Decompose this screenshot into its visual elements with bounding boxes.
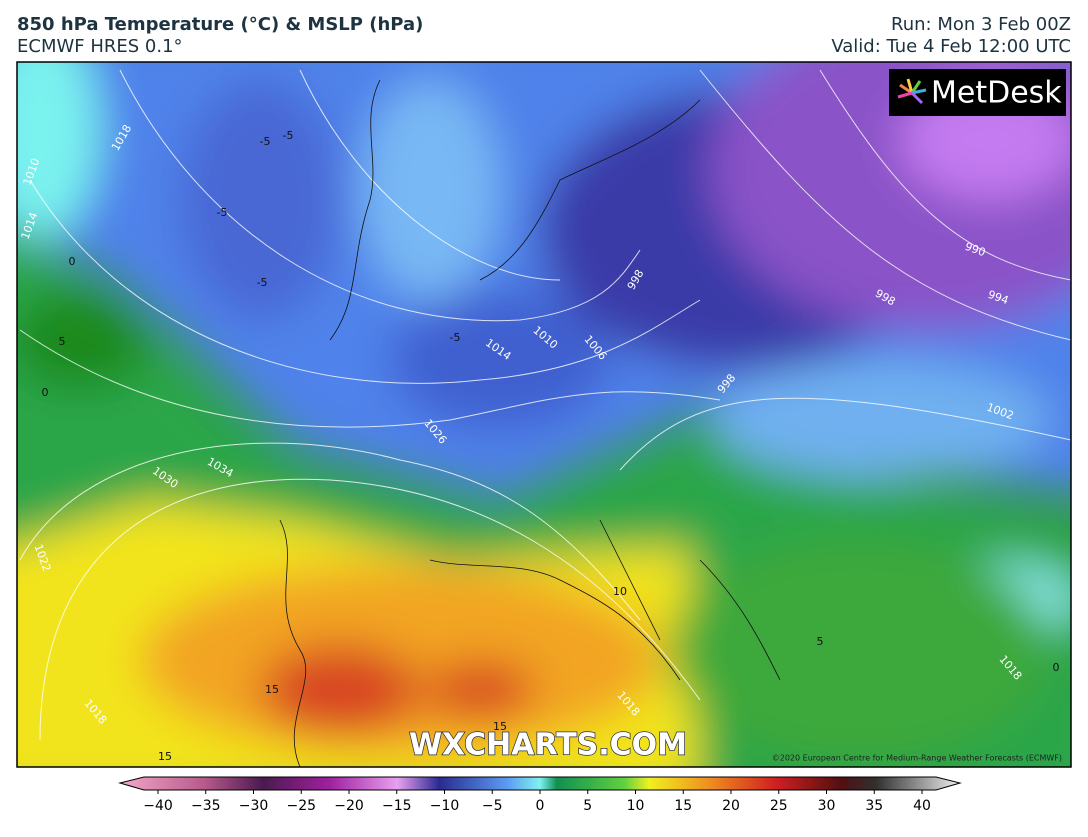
coastlines — [279, 79, 781, 767]
colorbar-tick-label: −25 — [286, 798, 316, 814]
temperature-label: 0 — [1053, 661, 1060, 674]
logo-icon — [897, 78, 927, 105]
temperature-label: 0 — [69, 255, 76, 268]
subtitle: ECMWF HRES 0.1° — [17, 36, 183, 57]
run: Run: Mon 3 Feb 00Z — [891, 14, 1071, 35]
temperature-label: 15 — [158, 750, 172, 763]
watermark: WXCHARTS.COM — [409, 728, 687, 763]
colorbar-tick-label: −40 — [143, 798, 173, 814]
logo-text: MetDesk — [931, 76, 1062, 111]
temperature-label: -5 — [217, 206, 228, 219]
colorbar-tick-label: −15 — [382, 798, 412, 814]
temperature-label: -5 — [450, 331, 461, 344]
colorbar-tick-label: 10 — [627, 798, 645, 814]
colorbar-tick-label: 20 — [722, 798, 740, 814]
colorbar-tick-label: −30 — [239, 798, 269, 814]
valid: Valid: Tue 4 Feb 12:00 UTC — [831, 36, 1071, 57]
copyright: ©2020 European Centre for Medium-Range W… — [772, 754, 1062, 763]
colorbar-tick-label: −10 — [430, 798, 460, 814]
colorbar-tick-label: 15 — [674, 798, 692, 814]
colorbar-tick-label: 0 — [536, 798, 545, 814]
colorbar-tick-label: −20 — [334, 798, 364, 814]
colorbar — [118, 776, 962, 791]
map-frame — [16, 61, 1072, 768]
temperature-label: 5 — [817, 635, 824, 648]
colorbar-tick-label: −35 — [191, 798, 221, 814]
isobars — [19, 69, 1071, 741]
colorbar-tick-label: 25 — [770, 798, 788, 814]
temperature-label: 15 — [265, 683, 279, 696]
colorbar-tick-label: −5 — [482, 798, 503, 814]
colorbar-tick-label: 30 — [818, 798, 836, 814]
colorbar-tick-label: 40 — [913, 798, 931, 814]
colorbar-tick-label: 5 — [583, 798, 592, 814]
temperature-label: 10 — [613, 585, 627, 598]
temperature-label: -5 — [283, 129, 294, 142]
temperature-field — [17, 62, 1071, 767]
temperature-labels: -5 -5 -5 -5 -5 0 5 0 10 15 15 15 5 0 — [42, 129, 1060, 763]
colorbar-ticks: −40 −35 −30 −25 −20 −15 −10 −5 0 5 10 15 20 25 30 35 40 — [143, 790, 931, 814]
colorbar-tick-label: 35 — [865, 798, 883, 814]
temperature-label: 0 — [42, 386, 49, 399]
temperature-label: -5 — [257, 276, 268, 289]
title: 850 hPa Temperature (°C) & MSLP (hPa) — [17, 14, 423, 35]
temperature-label: -5 — [260, 135, 271, 148]
temperature-label: 15 — [493, 720, 507, 733]
temperature-label: 5 — [59, 335, 66, 348]
